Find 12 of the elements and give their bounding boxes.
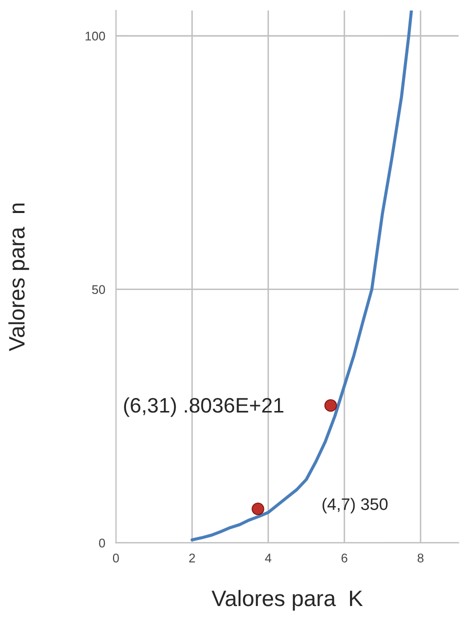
annotation: (4,7) 350	[322, 498, 388, 514]
y-tick-label: 100	[86, 32, 106, 41]
y-tick-label: 0	[99, 538, 106, 548]
x-tick-label: 0	[112, 554, 119, 562]
annotation: (6,31) .8036E+21	[124, 397, 284, 417]
y-axis-title: Valores para n	[8, 204, 30, 352]
x-tick-label: 4	[265, 554, 272, 562]
x-tick-label: 6	[342, 554, 348, 562]
x-axis-title: Valores para K	[212, 590, 363, 611]
x-tick-label: 2	[189, 554, 195, 562]
x-tick-label: 8	[418, 554, 424, 562]
y-tick-label: 50	[92, 285, 106, 294]
